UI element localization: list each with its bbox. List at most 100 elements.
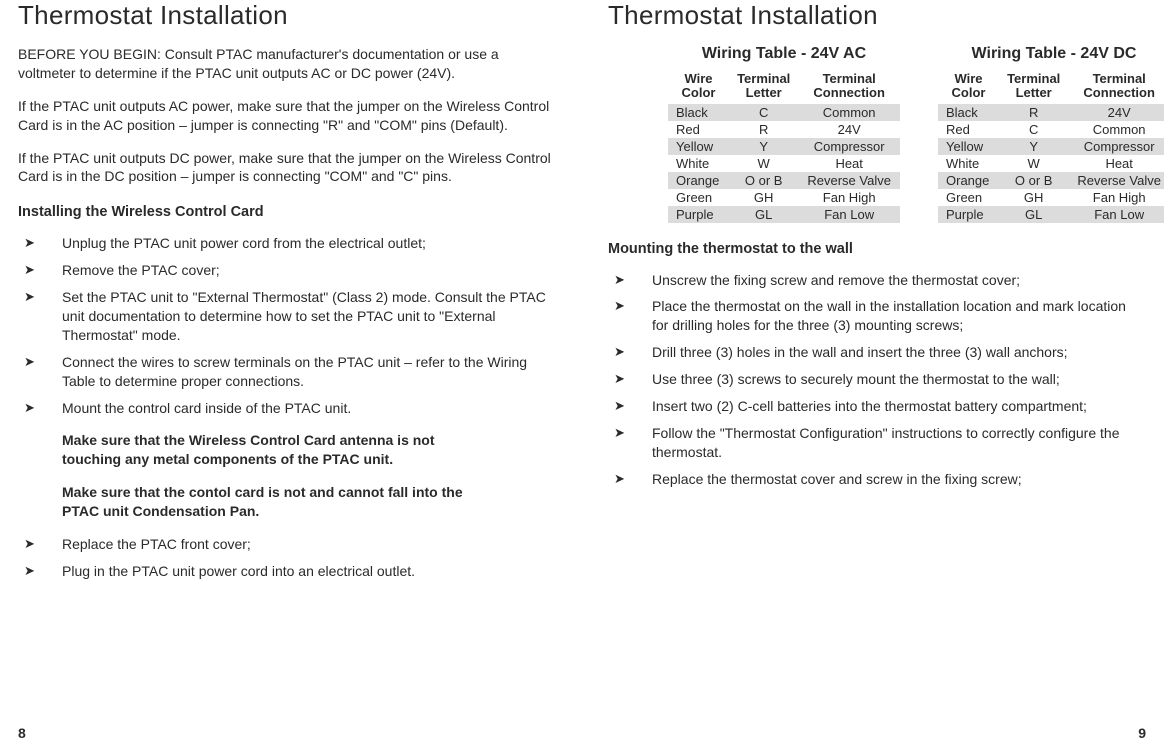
table-cell: W <box>729 155 798 172</box>
table-row: RedR24V <box>668 121 900 138</box>
table-row: GreenGHFan High <box>668 189 900 206</box>
table-header: TerminalLetter <box>729 69 798 104</box>
list-item: Unplug the PTAC unit power cord from the… <box>18 234 556 253</box>
list-item: Place the thermostat on the wall in the … <box>608 297 1146 335</box>
table-row: PurpleGLFan Low <box>938 206 1164 223</box>
page-number-right: 9 <box>1138 725 1146 741</box>
intro-para-3: If the PTAC unit outputs DC power, make … <box>18 149 556 187</box>
intro-para-1: BEFORE YOU BEGIN: Consult PTAC manufactu… <box>18 45 556 83</box>
list-item: Plug in the PTAC unit power cord into an… <box>18 562 556 581</box>
table-cell: O or B <box>999 172 1068 189</box>
table-cell: Reverse Valve <box>1068 172 1164 189</box>
table-row: GreenGHFan High <box>938 189 1164 206</box>
page-title-right: Thermostat Installation <box>608 0 1146 31</box>
table-cell: Yellow <box>668 138 729 155</box>
list-item: Replace the thermostat cover and screw i… <box>608 470 1146 489</box>
table-row: YellowYCompressor <box>938 138 1164 155</box>
subhead-mounting: Mounting the thermostat to the wall <box>608 241 1146 257</box>
table-cell: O or B <box>729 172 798 189</box>
page-left: Thermostat Installation BEFORE YOU BEGIN… <box>18 0 556 710</box>
table-cell: 24V <box>1068 104 1164 121</box>
wiring-table-ac: WireColorTerminalLetterTerminalConnectio… <box>668 69 900 223</box>
table-cell: Y <box>729 138 798 155</box>
table-cell: Red <box>938 121 999 138</box>
wiring-table-ac-title: Wiring Table - 24V AC <box>668 45 900 63</box>
list-item: Insert two (2) C-cell batteries into the… <box>608 397 1146 416</box>
table-row: OrangeO or BReverse Valve <box>938 172 1164 189</box>
list-item: Use three (3) screws to securely mount t… <box>608 370 1146 389</box>
wiring-table-dc-block: Wiring Table - 24V DC WireColorTerminalL… <box>938 45 1164 223</box>
table-row: BlackCCommon <box>668 104 900 121</box>
page-numbers: 8 9 <box>18 725 1146 741</box>
list-item: Set the PTAC unit to "External Thermosta… <box>18 288 556 345</box>
table-cell: GH <box>729 189 798 206</box>
wiring-table-dc-title: Wiring Table - 24V DC <box>938 45 1164 63</box>
install-steps-a: Unplug the PTAC unit power cord from the… <box>18 234 556 417</box>
table-cell: Compressor <box>1068 138 1164 155</box>
table-cell: Yellow <box>938 138 999 155</box>
table-cell: GL <box>999 206 1068 223</box>
wiring-table-ac-block: Wiring Table - 24V AC WireColorTerminalL… <box>668 45 900 223</box>
table-cell: GH <box>999 189 1068 206</box>
table-cell: Fan High <box>798 189 900 206</box>
table-cell: Red <box>668 121 729 138</box>
table-cell: Purple <box>938 206 999 223</box>
table-cell: Common <box>1068 121 1164 138</box>
antenna-note: Make sure that the Wireless Control Card… <box>62 431 492 469</box>
table-cell: Fan Low <box>798 206 900 223</box>
table-cell: 24V <box>798 121 900 138</box>
table-cell: Black <box>668 104 729 121</box>
table-cell: Fan Low <box>1068 206 1164 223</box>
page-right: Thermostat Installation Wiring Table - 2… <box>608 0 1146 710</box>
list-item: Drill three (3) holes in the wall and in… <box>608 343 1146 362</box>
table-cell: Heat <box>798 155 900 172</box>
mounting-steps: Unscrew the fixing screw and remove the … <box>608 271 1146 489</box>
condensation-note: Make sure that the contol card is not an… <box>62 483 492 521</box>
table-row: OrangeO or BReverse Valve <box>668 172 900 189</box>
table-cell: C <box>729 104 798 121</box>
table-cell: Green <box>668 189 729 206</box>
wiring-tables: Wiring Table - 24V AC WireColorTerminalL… <box>668 45 1146 223</box>
subhead-install-card: Installing the Wireless Control Card <box>18 204 556 220</box>
table-header: TerminalConnection <box>798 69 900 104</box>
table-cell: Heat <box>1068 155 1164 172</box>
list-item: Connect the wires to screw terminals on … <box>18 353 556 391</box>
table-row: RedCCommon <box>938 121 1164 138</box>
wiring-table-dc: WireColorTerminalLetterTerminalConnectio… <box>938 69 1164 223</box>
table-cell: R <box>999 104 1068 121</box>
table-header: WireColor <box>668 69 729 104</box>
table-cell: Orange <box>938 172 999 189</box>
table-row: BlackR24V <box>938 104 1164 121</box>
install-steps-b: Replace the PTAC front cover; Plug in the… <box>18 535 556 581</box>
table-cell: White <box>668 155 729 172</box>
table-cell: Fan High <box>1068 189 1164 206</box>
table-cell: W <box>999 155 1068 172</box>
table-header: TerminalLetter <box>999 69 1068 104</box>
table-header: WireColor <box>938 69 999 104</box>
table-header: TerminalConnection <box>1068 69 1164 104</box>
table-cell: Reverse Valve <box>798 172 900 189</box>
table-cell: Y <box>999 138 1068 155</box>
table-cell: Compressor <box>798 138 900 155</box>
table-cell: White <box>938 155 999 172</box>
page-number-left: 8 <box>18 725 26 741</box>
table-cell: Black <box>938 104 999 121</box>
table-cell: C <box>999 121 1068 138</box>
table-cell: GL <box>729 206 798 223</box>
table-cell: Common <box>798 104 900 121</box>
intro-para-2: If the PTAC unit outputs AC power, make … <box>18 97 556 135</box>
table-cell: Green <box>938 189 999 206</box>
table-row: PurpleGLFan Low <box>668 206 900 223</box>
table-cell: R <box>729 121 798 138</box>
list-item: Remove the PTAC cover; <box>18 261 556 280</box>
list-item: Follow the "Thermostat Configuration" in… <box>608 424 1146 462</box>
table-cell: Purple <box>668 206 729 223</box>
page-title-left: Thermostat Installation <box>18 0 556 31</box>
table-row: YellowYCompressor <box>668 138 900 155</box>
table-cell: Orange <box>668 172 729 189</box>
list-item: Replace the PTAC front cover; <box>18 535 556 554</box>
table-row: WhiteWHeat <box>668 155 900 172</box>
table-row: WhiteWHeat <box>938 155 1164 172</box>
list-item: Unscrew the fixing screw and remove the … <box>608 271 1146 290</box>
list-item: Mount the control card inside of the PTA… <box>18 399 556 418</box>
